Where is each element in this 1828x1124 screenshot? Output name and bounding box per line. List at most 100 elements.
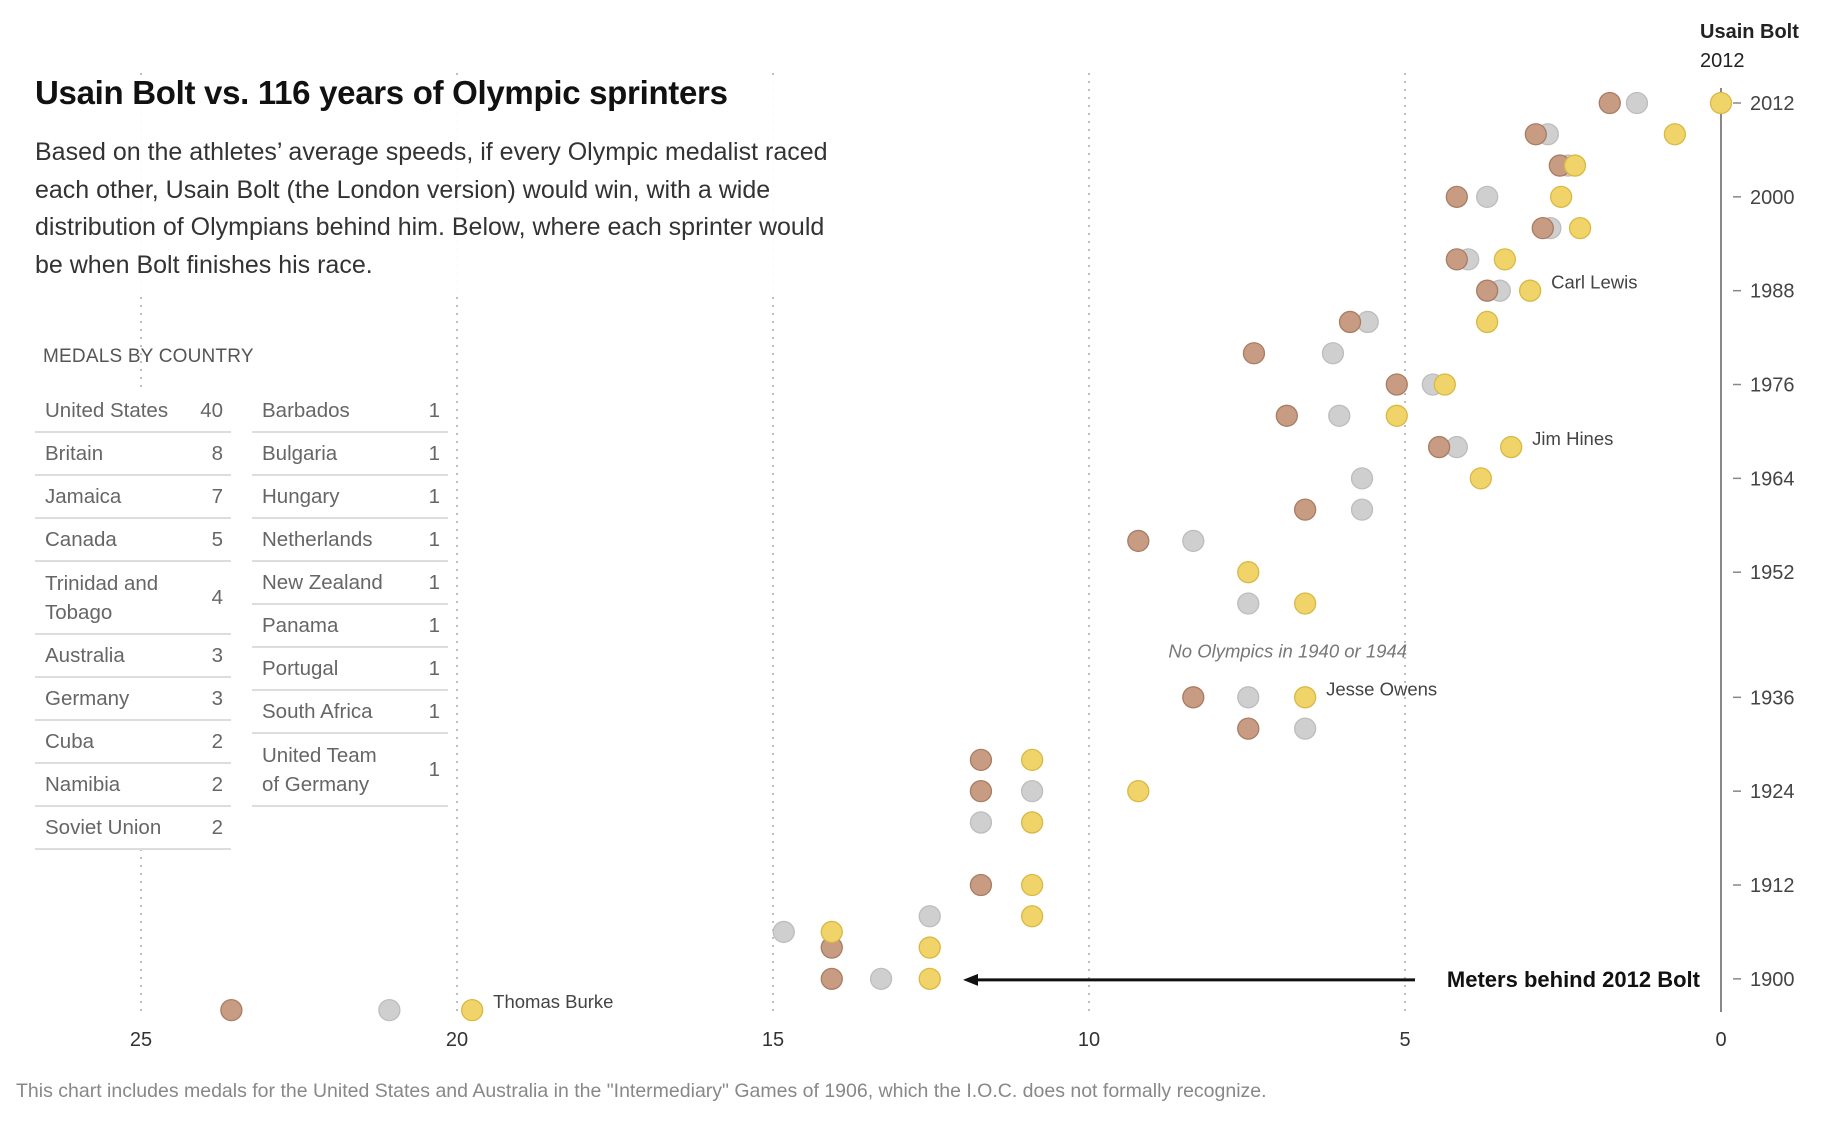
bronze-medal-dot xyxy=(1237,717,1260,740)
bronze-medal-dot xyxy=(1385,373,1408,396)
silver-medal-dot xyxy=(869,967,893,990)
silver-medal-dot xyxy=(1476,185,1499,208)
medals-country: South Africa xyxy=(262,700,373,723)
y-tick-label: 1912 xyxy=(1750,875,1795,897)
bronze-medal-dot xyxy=(1275,404,1298,427)
medals-row: Bulgaria 1 xyxy=(252,433,448,476)
x-tick-label: 15 xyxy=(762,1029,784,1051)
medals-count: 1 xyxy=(428,527,440,551)
medal-dots xyxy=(220,91,1733,1022)
medals-count: 2 xyxy=(211,729,223,753)
silver-medal-dot xyxy=(1321,342,1345,365)
silver-medal-dot xyxy=(1350,498,1374,521)
medals-count: 40 xyxy=(200,398,223,422)
bronze-medal-dot xyxy=(1445,185,1468,208)
bronze-medal-dot xyxy=(1476,279,1499,302)
medals-count: 4 xyxy=(211,585,223,609)
bronze-medal-dot xyxy=(969,748,993,772)
medals-row: New Zealand 1 xyxy=(252,562,448,605)
x-axis-label: Meters behind 2012 Bolt xyxy=(1447,967,1701,992)
medals-country: Netherlands xyxy=(262,528,373,551)
x-tick-label: 0 xyxy=(1715,1029,1726,1051)
y-tick-label: 1900 xyxy=(1750,969,1795,991)
silver-medal-dot xyxy=(1020,780,1044,803)
medals-country: Barbados xyxy=(262,399,350,422)
gold-medal-dot xyxy=(1433,373,1456,396)
page-title: Usain Bolt vs. 116 years of Olympic spri… xyxy=(35,74,728,111)
bronze-medal-dot xyxy=(1338,310,1362,334)
no-olympics-note: No Olympics in 1940 or 1944 xyxy=(1168,640,1407,661)
gold-medal-dot xyxy=(1563,154,1587,177)
medals-row: Namibia 2 xyxy=(35,764,231,807)
gold-medal-dot xyxy=(1020,748,1044,772)
medals-count: 1 xyxy=(428,570,440,594)
medals-country: Panama xyxy=(262,614,339,637)
axis-header-name: Usain Bolt xyxy=(1700,21,1799,43)
medals-row: Britain 8 xyxy=(35,433,231,476)
bronze-medal-dot xyxy=(1427,435,1451,459)
silver-medal-dot xyxy=(1328,404,1351,427)
gold-medal-dot xyxy=(1476,310,1499,334)
medals-country: Britain xyxy=(45,442,104,465)
bronze-medal-dot xyxy=(1445,248,1468,271)
silver-medal-dot xyxy=(1182,529,1205,553)
y-tick-label: 1976 xyxy=(1750,375,1795,397)
gold-medal-dot xyxy=(1020,811,1044,834)
medals-count: 1 xyxy=(428,656,440,680)
medals-count: 1 xyxy=(428,398,440,422)
bronze-medal-dot xyxy=(1182,686,1205,709)
gold-medal-dot xyxy=(918,967,941,990)
bronze-medal-dot xyxy=(969,780,993,803)
medals-count: 2 xyxy=(211,815,223,839)
gold-medal-dot xyxy=(1493,248,1517,271)
gold-medal-dot xyxy=(1663,123,1687,146)
arrow-left-icon xyxy=(963,973,978,986)
bronze-medal-dot xyxy=(1293,498,1317,521)
medals-row: Soviet Union 2 xyxy=(35,807,231,850)
y-tick-label: 1988 xyxy=(1750,281,1795,303)
medals-count: 5 xyxy=(211,527,223,551)
silver-medal-dot xyxy=(1237,686,1260,709)
medals-count: 1 xyxy=(428,757,440,781)
bronze-medal-dot xyxy=(1242,342,1266,365)
silver-medal-dot xyxy=(1350,467,1374,490)
y-tick-label: 1924 xyxy=(1750,781,1795,803)
annotations: Carl Lewis Jim Hines Jesse Owens Thomas Bur… xyxy=(493,272,1700,1012)
gold-medal-dot xyxy=(1127,780,1150,803)
y-tick-label: 1952 xyxy=(1750,562,1795,584)
y-tick-label: 1964 xyxy=(1750,468,1795,490)
bronze-medal-dot xyxy=(1531,216,1554,240)
silver-medal-dot xyxy=(1237,592,1260,615)
medals-row: Portugal 1 xyxy=(252,648,448,691)
intro-panel xyxy=(20,75,870,297)
medals-country: Germany xyxy=(45,687,130,710)
medals-row: United States 40 xyxy=(35,390,231,433)
y-tick-label: 1936 xyxy=(1750,687,1795,709)
gold-medal-dot xyxy=(1709,91,1733,115)
medals-count: 8 xyxy=(211,441,223,465)
medals-count: 7 xyxy=(211,484,223,508)
lede-text: Based on the athletes’ average speeds, i… xyxy=(35,138,828,279)
silver-medal-dot xyxy=(378,998,401,1022)
footnote: This chart includes medals for the Unite… xyxy=(16,1080,1267,1102)
bronze-medal-dot xyxy=(969,873,993,897)
medals-table-heading: MEDALS BY COUNTRY xyxy=(43,346,254,367)
athlete-label: Carl Lewis xyxy=(1551,272,1637,293)
medals-count: 1 xyxy=(428,441,440,465)
athlete-label: Thomas Burke xyxy=(493,991,613,1012)
medals-count: 1 xyxy=(428,613,440,637)
athlete-label: Jim Hines xyxy=(1532,428,1613,449)
medals-count: 3 xyxy=(211,643,223,667)
athlete-label: Jesse Owens xyxy=(1326,678,1437,699)
medals-row: Germany 3 xyxy=(35,678,231,721)
gold-medal-dot xyxy=(918,936,941,959)
medals-row: Jamaica 7 xyxy=(35,476,231,519)
axis-header-year: 2012 xyxy=(1700,50,1745,72)
medals-row: Australia 3 xyxy=(35,635,231,678)
gold-medal-dot xyxy=(1020,905,1044,928)
medals-row: Hungary 1 xyxy=(252,476,448,519)
bronze-medal-dot xyxy=(820,967,843,990)
medals-table-right: Barbados 1 Bulgaria 1 Hungary 1 Netherlands 1 Ne… xyxy=(252,390,448,807)
medals-country: Portugal xyxy=(262,657,339,680)
